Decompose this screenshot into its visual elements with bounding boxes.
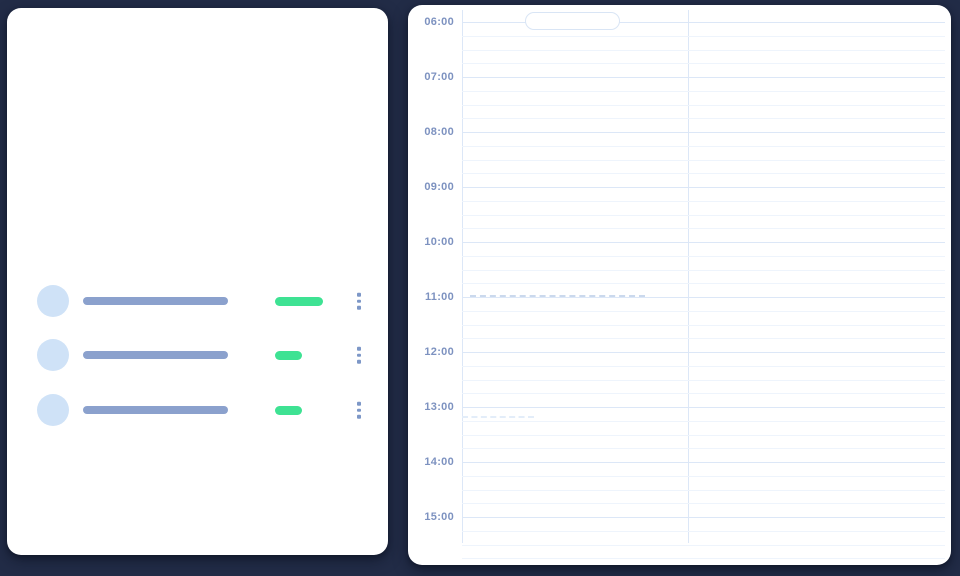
hour-grid-line [462,517,945,518]
list-item[interactable] [7,281,388,321]
time-label: 09:00 [424,181,454,193]
hour-grid-line [462,22,945,23]
quarter-grid-line [462,530,945,532]
gutter-separator-line [462,10,463,543]
hour-grid-line [462,242,945,243]
quarter-grid-line [462,118,945,120]
quarter-grid-line [462,228,945,230]
quarter-grid-line [462,448,945,450]
quarter-grid-line [462,173,945,175]
hour-grid-line [462,462,945,463]
kebab-menu-icon[interactable] [353,398,365,423]
hour-grid-line [462,77,945,78]
status-pill [275,351,302,360]
quarter-grid-line [462,338,945,340]
quarter-grid-line [462,49,945,51]
text-placeholder-bar [83,406,228,414]
kebab-menu-icon[interactable] [353,343,365,368]
drop-target-dashed-line [470,295,645,297]
schedule-grid[interactable] [462,5,945,565]
hour-grid-line [462,407,945,408]
quarter-grid-line [462,63,945,65]
quarter-grid-line [462,90,945,92]
status-pill [275,297,323,306]
event-placeholder-chip[interactable] [525,12,620,30]
text-placeholder-bar [83,351,228,359]
quarter-grid-line [462,145,945,147]
quarter-grid-line [462,475,945,477]
drop-target-dashed-line-faint [462,416,534,418]
quarter-grid-line [462,365,945,367]
schedule-panel: 06:00 07:00 08:00 09:00 10:00 11:00 12:00 13:00… [408,5,951,565]
avatar [37,285,69,317]
quarter-grid-line [462,214,945,216]
list-item[interactable] [7,335,388,375]
quarter-grid-line [462,489,945,491]
hour-grid-line [462,352,945,353]
text-placeholder-bar [83,297,228,305]
quarter-grid-line [462,255,945,257]
time-label: 13:00 [424,401,454,413]
quarter-grid-line [462,104,945,106]
kebab-menu-icon[interactable] [353,289,365,314]
list-panel [7,8,388,555]
time-label: 12:00 [424,346,454,358]
quarter-grid-line [462,159,945,161]
quarter-grid-line [462,434,945,436]
quarter-grid-line [462,379,945,381]
quarter-grid-line [462,283,945,285]
quarter-grid-line [462,503,945,505]
hour-grid-line [462,297,945,298]
column-divider-line [688,10,689,543]
quarter-grid-line [462,558,945,560]
time-label: 06:00 [424,16,454,28]
quarter-grid-line [462,393,945,395]
time-label: 10:00 [424,236,454,248]
time-label: 15:00 [424,511,454,523]
time-label: 08:00 [424,126,454,138]
time-label: 07:00 [424,71,454,83]
time-label: 11:00 [424,291,454,303]
status-pill [275,406,302,415]
quarter-grid-line [462,200,945,202]
time-label: 14:00 [424,456,454,468]
hour-grid-line [462,132,945,133]
quarter-grid-line [462,269,945,271]
list-item[interactable] [7,390,388,430]
quarter-grid-line [462,35,945,37]
avatar [37,394,69,426]
avatar [37,339,69,371]
quarter-grid-line [462,310,945,312]
quarter-grid-line [462,420,945,422]
time-gutter: 06:00 07:00 08:00 09:00 10:00 11:00 12:00 13:00… [408,5,454,565]
hour-grid-line [462,187,945,188]
quarter-grid-line [462,324,945,326]
quarter-grid-line [462,544,945,546]
